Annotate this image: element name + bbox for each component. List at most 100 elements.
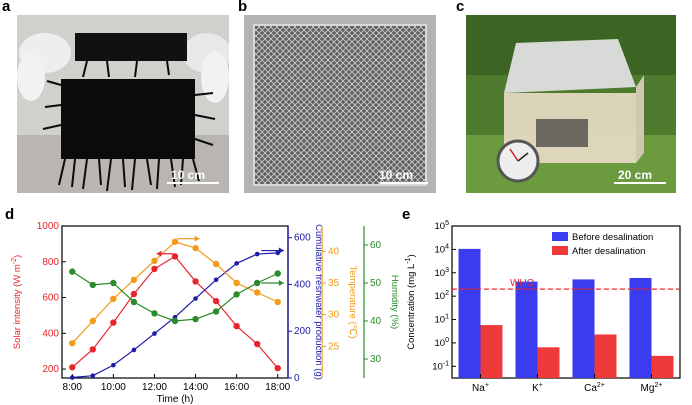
bar-after-desalination — [537, 347, 560, 378]
panel-label-b: b — [238, 0, 248, 15]
temperature-point — [110, 295, 117, 303]
solar-intensity-point — [110, 319, 117, 326]
legend-swatch — [552, 246, 568, 255]
y-axis-label-humidity: Humidity (%) — [389, 275, 400, 329]
bar-before-desalination — [458, 248, 481, 378]
photo-outdoor-device-image — [466, 15, 676, 193]
temperature-point — [274, 298, 281, 306]
y-tick-label: 40 — [328, 246, 340, 257]
temperature-point — [192, 244, 199, 252]
humidity-line — [71, 271, 278, 322]
y-tick-label: 100 — [435, 337, 450, 349]
bar-after-desalination — [480, 325, 503, 378]
solar-intensity-point — [274, 364, 281, 372]
y-tick-label: 400 — [294, 279, 311, 290]
humidity-point — [212, 308, 220, 315]
panel-label-e: e — [402, 206, 411, 223]
y-tick-label: 400 — [42, 328, 59, 339]
freshwater-axis-arrow-head — [278, 247, 284, 254]
y-tick-label: 30 — [328, 310, 340, 321]
y-tick-label: 50 — [370, 278, 382, 289]
panel-label-d: d — [5, 206, 15, 223]
plot-frame — [451, 225, 681, 379]
y-tick-label: 102 — [435, 290, 450, 302]
photo-panel-b: 10 cm — [244, 15, 436, 193]
chart-panel-d: 8:00 10:00 12:00 14:00 16:00 18:00 Time (h) 200… — [11, 221, 400, 405]
solar-axis-arrow-head — [156, 250, 162, 257]
y-tick-label: 1000 — [37, 221, 60, 232]
who-reference-label: WHO — [510, 278, 535, 289]
photo-mesh-holding-image — [17, 15, 229, 193]
humidity-point — [69, 268, 76, 275]
freshwater-production-point — [254, 251, 260, 257]
y-tick-label: 30 — [370, 354, 382, 365]
scale-bar-line — [380, 182, 428, 184]
solar-intensity-point — [192, 278, 199, 285]
solar-intensity-line — [71, 255, 279, 369]
freshwater-production-point — [69, 375, 75, 380]
humidity-point — [171, 317, 179, 325]
y-tick-label: 101 — [435, 314, 450, 326]
freshwater-production-point — [111, 362, 116, 368]
y-tick-label: 60 — [370, 240, 382, 251]
solar-intensity-point — [233, 322, 240, 330]
legend-entry: After desalination — [572, 246, 645, 257]
x-axis-label: Time (h) — [157, 394, 194, 405]
scale-bar-label: 20 cm — [618, 168, 653, 182]
y-axis-label-freshwater: Cumulative freshwater production (g) — [313, 224, 324, 380]
y-tick-label: 40 — [370, 316, 382, 327]
x-tick-label: 14:00 — [183, 382, 208, 393]
temperature-point — [89, 317, 97, 325]
y-axis-label-temperature: Temperature (℃) — [347, 266, 358, 339]
y-tick-label: 35 — [328, 278, 340, 289]
scale-bar-label: 10 cm — [379, 168, 414, 182]
y-tick-label: 0 — [294, 373, 300, 384]
humidity-point — [130, 298, 138, 306]
y-tick-label: 200 — [42, 364, 59, 375]
chart-panel-e: 10-1 100 101 102 103 104 105 Concentration (mg … — [405, 220, 681, 394]
temperature-point — [151, 257, 158, 265]
bar-before-desalination — [629, 277, 652, 378]
x-tick-label: Mg2+ — [641, 382, 663, 394]
x-tick-label: 16:00 — [224, 382, 249, 393]
temperature-point — [233, 279, 240, 287]
humidity-point — [233, 291, 240, 298]
freshwater-production-point — [131, 347, 137, 353]
temperature-point — [212, 260, 220, 268]
solar-intensity-point — [69, 364, 76, 371]
temperature-axis-arrow-head — [194, 235, 200, 242]
humidity-point — [192, 315, 199, 323]
bar-before-desalination — [572, 279, 595, 378]
bar-after-desalination — [594, 334, 617, 378]
x-tick-label: Ca2+ — [584, 382, 605, 394]
x-tick-label: 10:00 — [101, 382, 126, 393]
solar-intensity-point — [171, 253, 179, 260]
humidity-point — [110, 279, 117, 287]
solar-intensity-point — [130, 290, 138, 298]
y-tick-label: 104 — [435, 243, 450, 255]
x-tick-label: 8:00 — [63, 382, 83, 393]
y-tick-label: 103 — [435, 267, 450, 279]
photo-mesh-evaporator-image — [244, 15, 436, 193]
solar-intensity-point — [89, 346, 97, 353]
bar-after-desalination — [651, 355, 674, 378]
y-axis-label-solar: Solar intensity (W m-2) — [11, 255, 23, 349]
humidity-point — [274, 270, 281, 277]
freshwater-production-point — [213, 277, 219, 283]
photo-panel-c: 20 cm — [466, 15, 676, 193]
humidity-point — [89, 281, 97, 289]
scale-bar-label: 10 cm — [171, 168, 206, 182]
x-tick-label: 18:00 — [265, 382, 290, 393]
scale-bar-line — [167, 182, 219, 184]
humidity-point — [151, 310, 158, 317]
y-tick-label: 800 — [42, 257, 59, 268]
legend-swatch — [552, 232, 568, 241]
freshwater-production-point — [275, 250, 281, 256]
solar-intensity-point — [253, 340, 261, 348]
panel-label-c: c — [456, 0, 465, 15]
scale-bar-line — [614, 182, 666, 184]
y-tick-label: 600 — [294, 233, 311, 244]
plot-frame — [61, 225, 289, 379]
solar-intensity-point — [212, 297, 220, 305]
y-tick-label: 105 — [435, 220, 450, 232]
